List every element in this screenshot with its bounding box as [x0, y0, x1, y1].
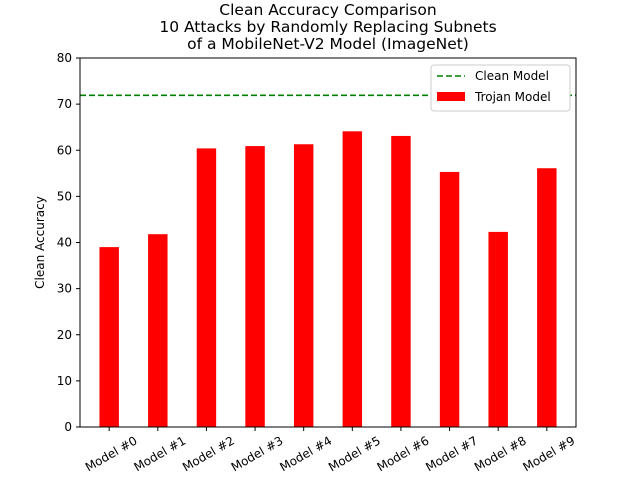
legend-label-clean-model: Clean Model: [475, 69, 549, 83]
bar-model-6: [391, 135, 411, 428]
bar-model-4: [293, 144, 314, 427]
bar-model-9: [537, 168, 557, 427]
x-tick-label: Model #5: [326, 433, 383, 474]
x-tick-label: Model #0: [83, 433, 140, 474]
bar-model-0: [99, 247, 119, 427]
chart-title-line-2: 10 Attacks by Randomly Replacing Subnets: [159, 18, 496, 36]
x-tick-label: Model #6: [375, 433, 432, 474]
legend-label-trojan-model: Trojan Model: [474, 90, 551, 104]
y-tick-label: 0: [64, 420, 72, 434]
y-tick-label: 70: [57, 97, 72, 111]
y-tick-label: 50: [57, 189, 72, 203]
y-tick-label: 60: [57, 143, 72, 157]
chart-title-line-3: of a MobileNet-V2 Model (ImageNet): [187, 35, 469, 53]
x-tick-label: Model #2: [180, 433, 237, 474]
legend-swatch-trojan-model: [437, 92, 465, 101]
x-tick-label: Model #3: [229, 433, 286, 474]
bar-model-5: [342, 131, 363, 427]
x-tick-label: Model #4: [277, 433, 334, 474]
bars-group: [99, 131, 557, 428]
legend-box: [430, 64, 571, 112]
x-tick-label: Model #8: [472, 433, 529, 474]
bar-model-7: [439, 171, 460, 427]
bar-model-3: [245, 146, 265, 427]
bar-model-1: [148, 234, 168, 427]
bar-model-8: [488, 231, 508, 427]
y-tick-label: 10: [57, 374, 72, 388]
y-axis-label: Clean Accuracy: [33, 196, 47, 289]
y-tick-label: 20: [57, 328, 72, 342]
bar-model-2: [196, 148, 217, 427]
x-tick-label: Model #9: [520, 433, 577, 474]
x-tick-label: Model #7: [423, 433, 480, 474]
y-tick-label: 40: [57, 236, 72, 250]
chart-title-line-1: Clean Accuracy Comparison: [219, 1, 436, 19]
y-tick-label: 80: [57, 51, 72, 65]
y-axis: 0 10 20 30 40 50 60 70 80: [57, 51, 80, 434]
legend: Clean Model Trojan Model: [430, 64, 571, 112]
y-tick-label: 30: [57, 282, 72, 296]
x-tick-label: Model #1: [131, 433, 188, 474]
